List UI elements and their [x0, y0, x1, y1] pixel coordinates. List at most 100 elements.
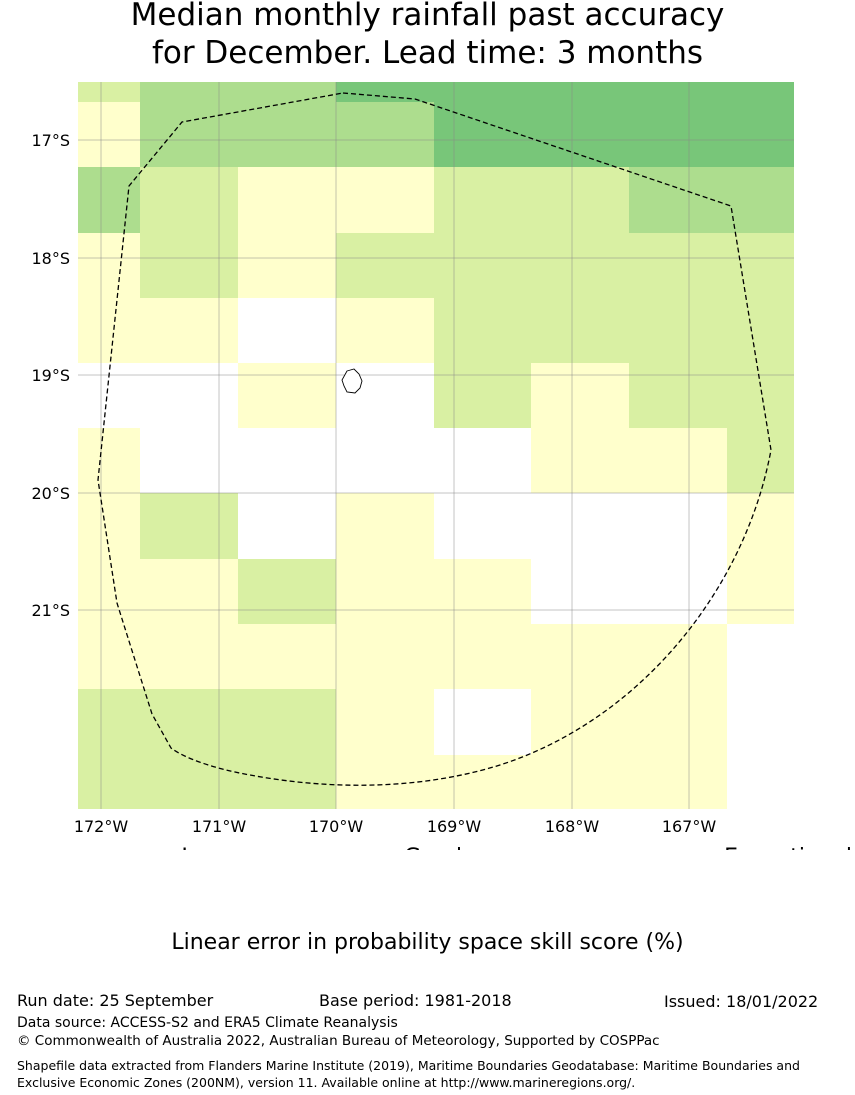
grid-cell — [238, 82, 336, 102]
grid-cell — [727, 363, 794, 428]
run-date: Run date: 25 September — [17, 991, 214, 1010]
grid-cell — [531, 363, 629, 428]
eez-boundary — [97, 92, 772, 786]
grid-cell — [238, 755, 336, 809]
grid-cell — [629, 755, 727, 809]
legend-category-label: Good — [404, 845, 462, 850]
map-svg: 17°S 18°S 19°S 20°S 21°S 172°W 171°W 170°W 169°… — [0, 82, 852, 925]
grid-cell — [140, 428, 238, 493]
lat-label: 19°S — [31, 366, 70, 385]
grid-cell — [434, 559, 531, 624]
legend-title: Linear error in probability space skill … — [171, 930, 684, 955]
grid-cell — [78, 102, 140, 167]
map-panel: 17°S 18°S 19°S 20°S 21°S 172°W 171°W 170°W 169°… — [0, 82, 852, 925]
grid-cell — [727, 428, 794, 493]
grid-cell — [727, 167, 794, 233]
grid-cell — [336, 559, 434, 624]
grid-cell — [78, 428, 140, 493]
grid-cell — [140, 559, 238, 624]
grid-cell — [629, 233, 727, 298]
grid-cell — [531, 82, 629, 102]
grid-cell — [78, 624, 140, 689]
grid-cell — [336, 82, 434, 102]
grid-cell — [238, 167, 336, 233]
grid-cell — [336, 428, 434, 493]
grid-cell — [78, 167, 140, 233]
copyright: © Commonwealth of Australia 2022, Austra… — [17, 1033, 660, 1049]
grid-cell — [140, 493, 238, 559]
lat-label: 20°S — [31, 484, 70, 503]
grid-cell — [629, 167, 727, 233]
grid-cell — [629, 298, 727, 363]
grid-cell — [629, 624, 727, 689]
lon-label: 168°W — [545, 817, 600, 836]
grid-cell — [140, 102, 238, 167]
grid-cell — [727, 493, 794, 559]
grid-cell — [434, 428, 531, 493]
grid-cell — [140, 233, 238, 298]
grid-cell — [140, 624, 238, 689]
grid-cell — [238, 689, 336, 755]
grid-cell — [238, 559, 336, 624]
lon-label: 167°W — [662, 817, 717, 836]
grid-cell — [140, 755, 238, 809]
base-period: Base period: 1981-2018 — [319, 991, 512, 1010]
map-title: Median monthly rainfall past accuracy fo… — [0, 0, 855, 72]
legend-category-labels: Low Good Exceptional — [181, 845, 852, 870]
grid-cell — [238, 298, 336, 363]
lat-label: 21°S — [31, 601, 70, 620]
grid-cell — [727, 82, 794, 102]
grid-cell — [531, 233, 629, 298]
lat-label: 17°S — [31, 131, 70, 150]
grid-cell — [531, 689, 629, 755]
grid-cell — [629, 689, 727, 755]
grid-cell — [434, 233, 531, 298]
longitude-labels: 172°W 171°W 170°W 169°W 168°W 167°W — [74, 817, 717, 836]
grid-cell — [531, 624, 629, 689]
grid-cell — [531, 428, 629, 493]
grid-cell — [434, 298, 531, 363]
grid-cell — [629, 493, 727, 559]
grid-cell — [531, 493, 629, 559]
lon-label: 170°W — [309, 817, 364, 836]
shapefile-credit: Shapefile data extracted from Flanders M… — [17, 1058, 800, 1090]
lon-label: 169°W — [427, 817, 482, 836]
grid-cell — [434, 755, 531, 809]
grid-cell — [140, 82, 238, 102]
grid-cell — [434, 689, 531, 755]
grid-cell — [727, 102, 794, 167]
grid-cell — [336, 167, 434, 233]
grid-cell — [78, 233, 140, 298]
grid-cell — [434, 102, 531, 167]
skill-grid — [78, 82, 794, 809]
grid-cell — [336, 624, 434, 689]
grid-cell — [78, 82, 140, 102]
legend-category-label: Low — [181, 845, 224, 850]
grid-cell — [531, 298, 629, 363]
grid-cell — [629, 82, 727, 102]
grid-cell — [336, 298, 434, 363]
grid-cell — [336, 102, 434, 167]
grid-cell — [531, 559, 629, 624]
grid-cell — [727, 233, 794, 298]
latitude-labels: 17°S 18°S 19°S 20°S 21°S — [31, 131, 70, 620]
grid-cell — [238, 102, 336, 167]
grid-cell — [336, 233, 434, 298]
grid-cell — [629, 559, 727, 624]
title-line-1: Median monthly rainfall past accuracy — [130, 0, 725, 33]
legend-category-label: Exceptional — [724, 845, 852, 850]
grid-cell — [336, 689, 434, 755]
grid-cell — [140, 689, 238, 755]
grid-cell — [140, 167, 238, 233]
grid-cell — [238, 624, 336, 689]
graticule — [78, 82, 794, 809]
grid-cell — [434, 82, 531, 102]
lon-label: 171°W — [192, 817, 247, 836]
grid-cell — [238, 493, 336, 559]
grid-cell — [140, 298, 238, 363]
grid-cell — [78, 755, 140, 809]
grid-cell — [531, 755, 629, 809]
grid-cell — [238, 363, 336, 428]
grid-cell — [336, 493, 434, 559]
grid-cell — [531, 167, 629, 233]
